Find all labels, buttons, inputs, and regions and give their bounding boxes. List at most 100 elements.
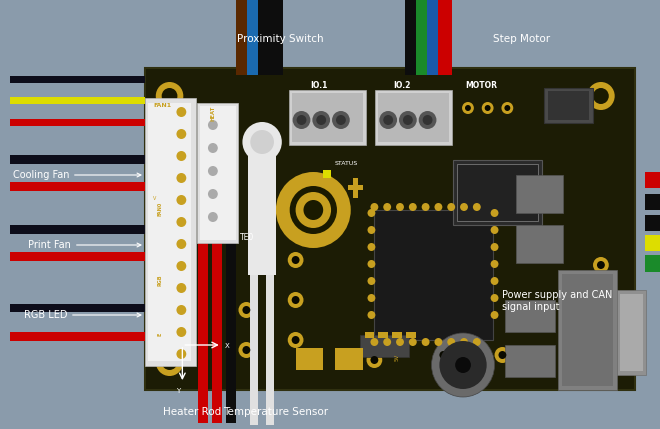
Bar xyxy=(197,103,238,243)
Circle shape xyxy=(276,172,350,248)
Bar xyxy=(10,97,145,104)
Circle shape xyxy=(368,311,376,319)
Circle shape xyxy=(593,354,609,370)
Bar xyxy=(645,215,660,231)
Bar xyxy=(266,275,274,425)
Circle shape xyxy=(368,277,376,285)
Circle shape xyxy=(316,115,326,125)
Bar xyxy=(226,243,236,423)
Circle shape xyxy=(176,129,186,139)
Text: HEAT: HEAT xyxy=(211,106,215,121)
Bar xyxy=(645,172,660,188)
Circle shape xyxy=(242,346,250,354)
Circle shape xyxy=(447,338,455,346)
Circle shape xyxy=(383,115,393,125)
Bar xyxy=(645,255,660,272)
Bar xyxy=(374,210,492,340)
Circle shape xyxy=(399,111,416,129)
Circle shape xyxy=(176,151,186,161)
Circle shape xyxy=(162,88,178,104)
Bar xyxy=(516,175,564,213)
Bar xyxy=(457,164,538,221)
Circle shape xyxy=(238,342,254,358)
Circle shape xyxy=(587,82,614,110)
Bar xyxy=(292,93,362,142)
Circle shape xyxy=(208,212,218,222)
Bar xyxy=(10,155,145,164)
Circle shape xyxy=(292,296,300,304)
Circle shape xyxy=(434,338,442,346)
Text: IO.1: IO.1 xyxy=(310,81,328,90)
Circle shape xyxy=(370,203,378,211)
Circle shape xyxy=(176,195,186,205)
Text: Step Motor: Step Motor xyxy=(492,34,550,44)
Bar xyxy=(378,93,449,142)
Text: 5V: 5V xyxy=(394,354,399,361)
Circle shape xyxy=(460,203,468,211)
Bar xyxy=(258,0,272,75)
Circle shape xyxy=(292,336,300,344)
Circle shape xyxy=(440,351,447,359)
Circle shape xyxy=(336,115,346,125)
Circle shape xyxy=(292,256,300,264)
Bar xyxy=(200,106,236,240)
Circle shape xyxy=(368,260,376,268)
Bar xyxy=(198,243,208,423)
Circle shape xyxy=(176,107,186,117)
Text: RGB: RGB xyxy=(157,275,162,286)
Circle shape xyxy=(208,189,218,199)
Text: STATUS: STATUS xyxy=(335,161,358,166)
Circle shape xyxy=(418,111,436,129)
Bar xyxy=(10,304,145,312)
Bar xyxy=(296,348,323,370)
Circle shape xyxy=(484,105,490,111)
Circle shape xyxy=(422,203,430,211)
Bar xyxy=(348,185,362,190)
Circle shape xyxy=(490,260,498,268)
Bar xyxy=(453,160,542,225)
Bar xyxy=(645,235,660,251)
Bar xyxy=(406,332,416,338)
Circle shape xyxy=(296,115,306,125)
Bar xyxy=(145,68,636,390)
Text: Temperature Sensor: Temperature Sensor xyxy=(223,407,329,417)
Bar xyxy=(248,145,276,275)
Circle shape xyxy=(370,356,378,364)
Bar xyxy=(558,270,616,390)
Bar xyxy=(427,0,441,75)
Circle shape xyxy=(208,166,218,176)
Bar xyxy=(378,332,388,338)
Circle shape xyxy=(490,243,498,251)
Circle shape xyxy=(368,294,376,302)
Circle shape xyxy=(494,347,510,363)
Circle shape xyxy=(312,111,330,129)
Circle shape xyxy=(432,333,494,397)
Bar xyxy=(360,335,409,357)
Bar xyxy=(236,0,249,75)
Circle shape xyxy=(176,283,186,293)
Circle shape xyxy=(502,102,513,114)
Circle shape xyxy=(490,277,498,285)
Circle shape xyxy=(490,226,498,234)
Circle shape xyxy=(396,203,404,211)
Bar xyxy=(516,225,564,263)
Circle shape xyxy=(368,209,376,217)
Text: E: E xyxy=(157,332,162,336)
Circle shape xyxy=(440,341,486,389)
Bar xyxy=(416,0,430,75)
Circle shape xyxy=(368,243,376,251)
Circle shape xyxy=(370,338,378,346)
Bar xyxy=(335,348,362,370)
Circle shape xyxy=(587,348,614,376)
Circle shape xyxy=(490,294,498,302)
Circle shape xyxy=(368,226,376,234)
Circle shape xyxy=(162,354,178,370)
Text: V: V xyxy=(153,196,156,201)
Circle shape xyxy=(422,338,430,346)
Circle shape xyxy=(597,296,605,304)
Bar xyxy=(288,90,366,145)
Bar xyxy=(10,252,145,261)
Circle shape xyxy=(208,143,218,153)
Bar xyxy=(392,332,402,338)
Bar xyxy=(352,178,358,198)
